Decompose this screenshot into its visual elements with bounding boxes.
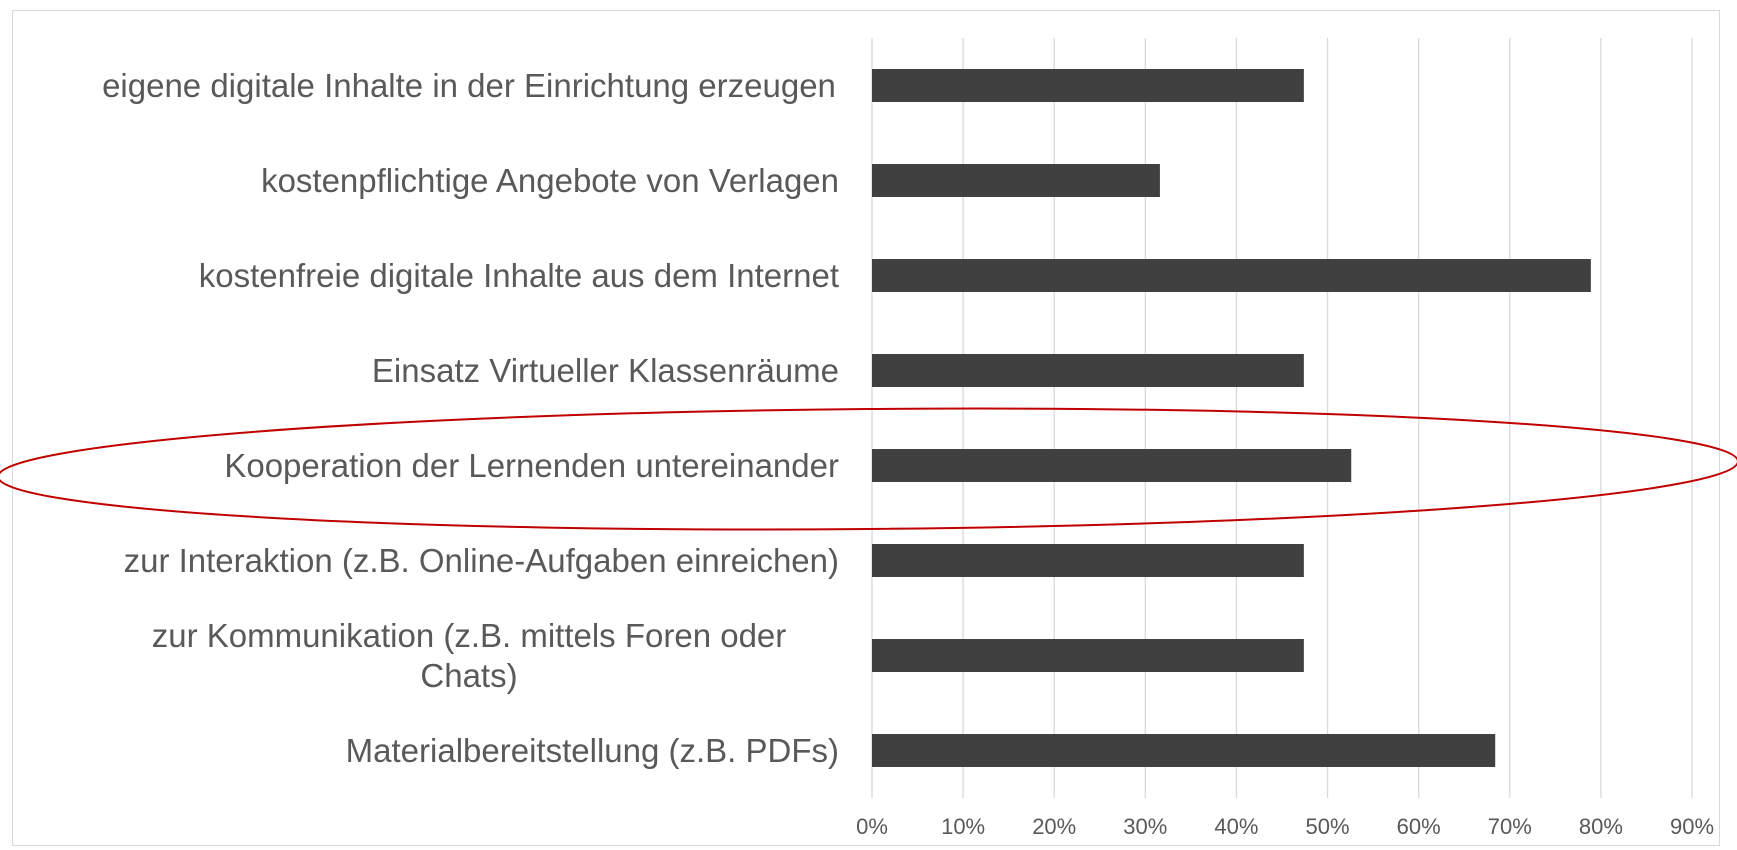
bar <box>872 69 1304 102</box>
x-tick-label: 10% <box>941 814 985 839</box>
x-tick-label: 30% <box>1123 814 1167 839</box>
y-tick-label: kostenfreie digitale Inhalte aus dem Int… <box>198 256 839 294</box>
x-tick-label: 20% <box>1032 814 1076 839</box>
bar <box>872 164 1160 197</box>
bar <box>872 544 1304 577</box>
category-label-box: eigene digitale Inhalte in der Einrichtu… <box>99 39 839 133</box>
x-tick-label: 70% <box>1488 814 1532 839</box>
y-tick-label: zur Kommunikation (z.B. mittels Foren od… <box>151 616 787 694</box>
category-label-box: kostenpflichtige Angebote von Verlagen <box>261 134 839 228</box>
category-label-box: Kooperation der Lernenden untereinander <box>224 419 839 513</box>
category-label-box: Einsatz Virtueller Klassenräume <box>372 324 839 418</box>
x-tick-label: 40% <box>1214 814 1258 839</box>
y-tick-label: eigene digitale Inhalte in der Einrichtu… <box>102 66 836 104</box>
x-tick-label: 60% <box>1397 814 1441 839</box>
chart-frame <box>12 10 1720 846</box>
bar <box>872 639 1304 672</box>
bar <box>872 449 1352 482</box>
category-label-box: zur Kommunikation (z.B. mittels Foren od… <box>99 609 839 703</box>
y-tick-label: Materialbereitstellung (z.B. PDFs) <box>345 731 839 769</box>
x-tick-label: 80% <box>1579 814 1623 839</box>
x-tick-label: 0% <box>856 814 888 839</box>
bar <box>872 259 1591 292</box>
y-tick-label: Einsatz Virtueller Klassenräume <box>371 351 839 389</box>
y-tick-label: kostenpflichtige Angebote von Verlagen <box>261 161 839 199</box>
y-tick-label: Kooperation der Lernenden untereinander <box>224 446 839 484</box>
y-tick-label: zur Interaktion (z.B. Online-Aufgaben ei… <box>123 541 839 579</box>
x-tick-label: 90% <box>1670 814 1714 839</box>
category-label-box: Materialbereitstellung (z.B. PDFs) <box>346 704 839 798</box>
category-label-box: zur Interaktion (z.B. Online-Aufgaben ei… <box>124 514 839 608</box>
x-tick-label: 50% <box>1306 814 1350 839</box>
highlight-ellipse <box>0 407 1737 531</box>
bar <box>872 734 1496 767</box>
category-label-box: kostenfreie digitale Inhalte aus dem Int… <box>199 229 839 323</box>
bar <box>872 354 1304 387</box>
